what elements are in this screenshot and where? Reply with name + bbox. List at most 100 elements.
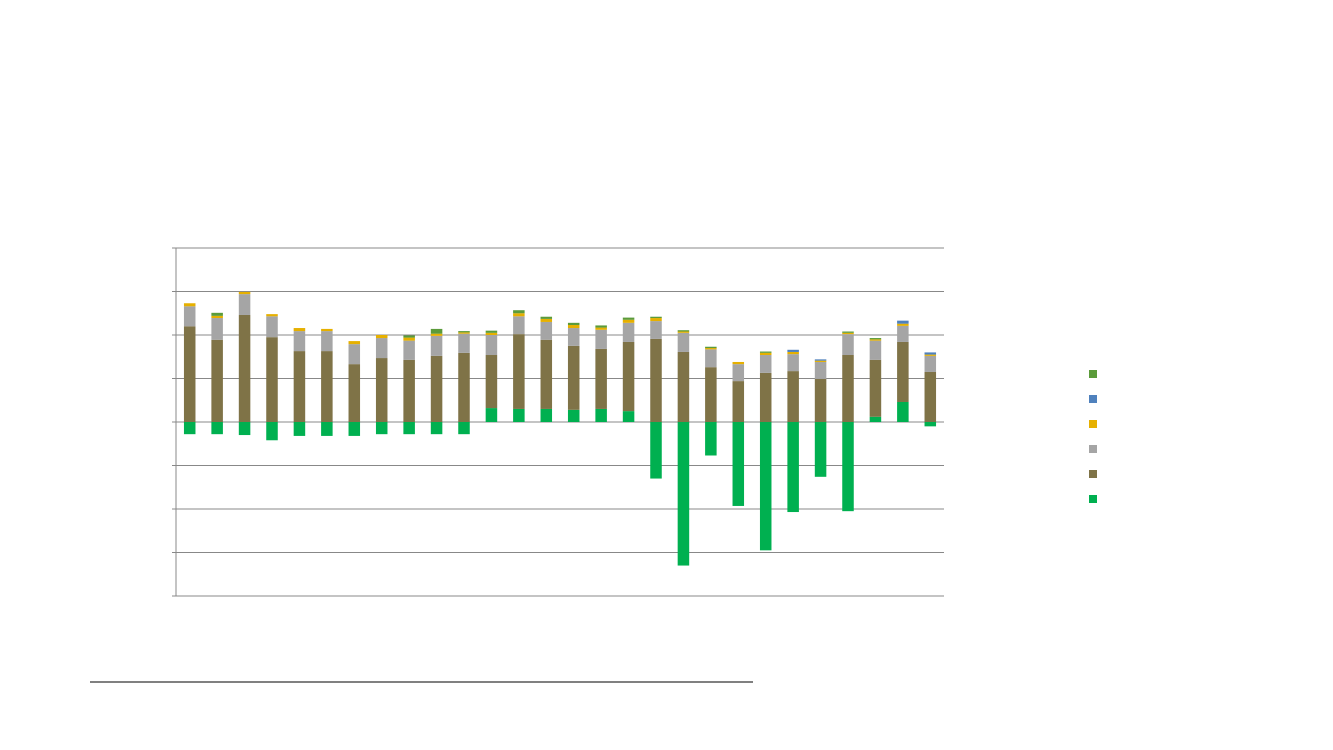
bar-segment — [540, 408, 553, 422]
bar-segment — [759, 352, 772, 356]
bar-segment — [567, 345, 580, 410]
legend-swatch — [1089, 495, 1097, 503]
bar-segment — [677, 351, 690, 422]
bar-segment — [513, 316, 525, 335]
bar-segment — [458, 422, 470, 435]
bar-segment — [814, 378, 827, 422]
bar-segment — [567, 409, 580, 422]
bar-segment — [266, 422, 278, 441]
bar-segment — [513, 313, 525, 317]
bar-segment — [595, 348, 607, 409]
bar-segment — [869, 340, 882, 360]
legend-swatch — [1089, 470, 1097, 478]
bar-segment — [622, 317, 635, 320]
legend-swatch — [1089, 445, 1097, 453]
bar-segment — [485, 330, 498, 333]
bar-segment — [842, 355, 854, 422]
bar-segment — [622, 341, 635, 412]
bar-segment — [238, 294, 251, 315]
bar-segment — [403, 337, 415, 341]
bar-segment — [513, 334, 525, 409]
bar-segment — [211, 339, 223, 422]
bar-segment — [869, 339, 882, 341]
legend-swatch — [1089, 370, 1097, 378]
bar-segment — [238, 422, 251, 436]
bar-segment — [513, 408, 525, 422]
bar-segment — [759, 351, 772, 353]
bar-segment — [238, 291, 251, 295]
bar-segment — [430, 335, 443, 356]
bar-segment — [540, 321, 553, 340]
bar-segment — [924, 352, 937, 355]
bar-segment — [595, 408, 607, 422]
bar-segment — [787, 354, 799, 372]
bar-segment — [650, 321, 662, 339]
bar-segment — [293, 331, 306, 352]
bar-segment — [814, 361, 827, 379]
bar-segment — [293, 351, 306, 422]
bar-segment — [869, 338, 882, 340]
bar-segment — [759, 372, 772, 422]
bar-segment — [842, 334, 854, 356]
bar-segment — [595, 327, 607, 330]
bar-segment — [458, 352, 470, 422]
legend-swatch — [1089, 395, 1097, 403]
bar-segment — [266, 316, 278, 338]
bar-segment — [677, 330, 690, 332]
bar-segment — [842, 422, 854, 512]
bar-segment — [403, 422, 415, 435]
bar-segment — [650, 422, 662, 479]
bar-segment — [321, 328, 333, 332]
bar-segment — [869, 359, 882, 417]
bar-segment — [403, 335, 415, 338]
bar-segment — [677, 422, 690, 566]
bar-segment — [348, 422, 361, 436]
bar-segment — [430, 333, 443, 336]
bar-segment — [869, 416, 882, 422]
bar-segment — [293, 422, 306, 436]
bar-segment — [375, 335, 388, 339]
bar-segment — [814, 422, 827, 477]
bar-segment — [403, 359, 415, 422]
bar-segment — [732, 361, 745, 365]
bar-segment — [430, 422, 443, 435]
bar-segment — [375, 338, 388, 359]
bar-segment — [814, 359, 827, 361]
bar-segment — [266, 337, 278, 422]
bar-segment — [348, 364, 361, 422]
bar-segment — [622, 319, 635, 323]
bar-segment — [924, 422, 937, 427]
bar-segment — [787, 422, 799, 513]
bar-segment — [732, 422, 745, 506]
bar-segment — [677, 332, 690, 352]
bar-segment — [842, 331, 854, 333]
bar-segment — [567, 322, 580, 325]
bar-segment — [430, 328, 443, 334]
bar-segment — [540, 318, 553, 322]
bar-segment — [705, 349, 717, 368]
bar-segment — [183, 422, 196, 435]
bar-segment — [211, 312, 223, 316]
bar-segment — [211, 315, 223, 319]
bar-segment — [705, 348, 717, 350]
bar-segment — [375, 422, 388, 435]
bar-segment — [897, 401, 909, 422]
bar-segment — [348, 344, 361, 365]
bar-segment — [321, 422, 333, 436]
bar-segment — [732, 381, 745, 422]
bar-segment — [183, 303, 196, 307]
legend-swatch — [1089, 420, 1097, 428]
bar-segment — [897, 320, 909, 324]
bar-segment — [266, 314, 278, 317]
bar-segment — [485, 355, 498, 409]
bar-segment — [650, 318, 662, 322]
bar-segment — [897, 325, 909, 342]
bar-segment — [650, 338, 662, 422]
bar-segment — [705, 346, 717, 349]
bar-segment — [842, 332, 854, 335]
bar-segment — [759, 355, 772, 373]
bar-segment — [650, 316, 662, 319]
bar-segment — [759, 422, 772, 551]
